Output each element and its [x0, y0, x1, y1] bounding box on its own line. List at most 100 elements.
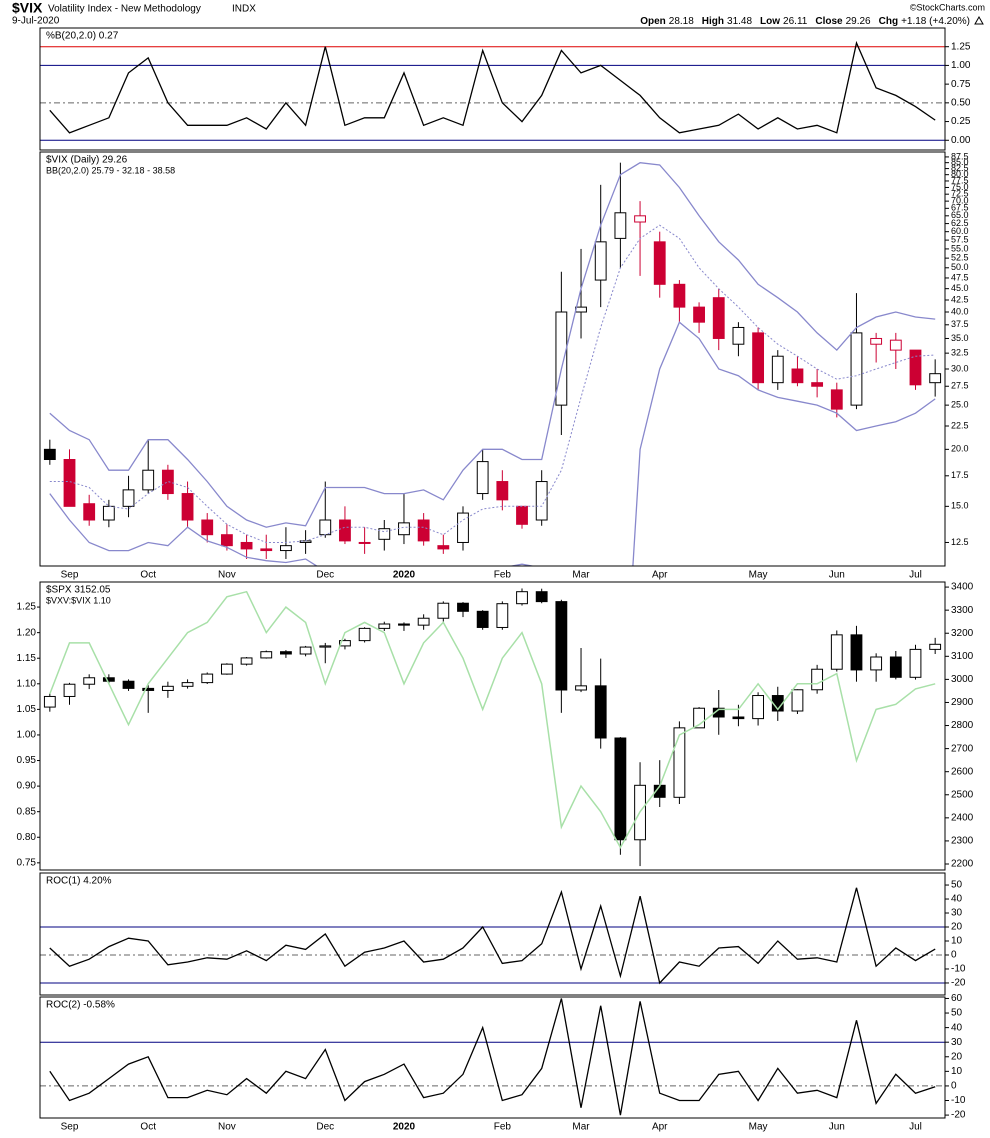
- series-line: [49, 998, 936, 1116]
- y-tick-label: 25.0: [951, 400, 969, 410]
- exchange: INDX: [232, 4, 256, 15]
- y-tick-label: 67.5: [951, 203, 969, 213]
- y-tick-label: 3400: [951, 582, 974, 593]
- y-tick-label: 17.5: [951, 470, 969, 480]
- y-tick-label: 42.5: [951, 294, 969, 304]
- series-line: [49, 40, 936, 134]
- y-tick-label: 50: [951, 1008, 963, 1019]
- candle-body: [299, 646, 312, 655]
- candle-body: [575, 306, 587, 313]
- y-tick-label: 2700: [951, 743, 974, 754]
- x-tick-label: Mar: [572, 1122, 590, 1133]
- y-tick-label: 0.50: [951, 97, 971, 108]
- y-tick-label: 12.5: [951, 537, 969, 547]
- y-tick-label: 62.5: [951, 218, 969, 228]
- symbol: $VIX: [12, 0, 43, 16]
- y-tick-label: 30: [951, 908, 963, 919]
- candle-body: [457, 602, 469, 612]
- x-tick-label: May: [749, 570, 768, 581]
- x-tick-label: Mar: [572, 570, 590, 581]
- y-tick-label: 20: [951, 922, 963, 933]
- candle-body: [398, 522, 410, 536]
- y-tick-label: 60: [951, 993, 963, 1004]
- candle-body: [181, 493, 194, 521]
- candle-body: [889, 656, 902, 678]
- candle-body: [693, 306, 705, 323]
- x-tick-label: Nov: [218, 570, 236, 581]
- y-tick-label: 72.5: [951, 189, 969, 199]
- y-tick-label: 37.5: [951, 319, 969, 329]
- candle-body: [791, 689, 804, 712]
- y-tick-label: 10: [951, 936, 963, 947]
- candle-body: [378, 623, 391, 629]
- candle-body: [240, 657, 253, 665]
- candle-body: [614, 737, 627, 841]
- y-tick-label: 30: [951, 1037, 963, 1048]
- x-tick-label: May: [749, 1122, 768, 1133]
- y2-tick-label: 1.25: [17, 602, 37, 613]
- candle-body: [378, 528, 391, 540]
- candle-body: [201, 519, 214, 536]
- candle-body: [732, 326, 745, 345]
- x-tick-label: 2020: [393, 570, 416, 581]
- quote-value: 29.26: [846, 16, 871, 27]
- y2-tick-label: 0.85: [17, 806, 37, 817]
- y-tick-label: 32.5: [951, 348, 969, 358]
- quote-label: Chg: [879, 16, 898, 27]
- x-tick-label: Dec: [316, 1122, 334, 1133]
- candle-body: [909, 648, 922, 678]
- y-tick-label: 82.5: [951, 163, 969, 173]
- candle-body: [673, 283, 686, 308]
- x-tick-label: 2020: [393, 1122, 416, 1133]
- candle-body: [83, 503, 96, 521]
- candle-body: [43, 695, 56, 708]
- y-tick-label: 2900: [951, 697, 974, 708]
- quote-label: Open: [640, 16, 666, 27]
- candle-body: [929, 373, 942, 384]
- y-tick-label: 20.0: [951, 444, 969, 454]
- candle-body: [476, 610, 489, 628]
- y2-tick-label: 1.10: [17, 678, 37, 689]
- legend-entry: %B(20,2.0) 0.27: [46, 31, 119, 42]
- candle-body: [830, 389, 843, 410]
- candle-body: [870, 337, 883, 345]
- y-tick-label: 22.5: [951, 420, 969, 430]
- candle-body: [142, 687, 155, 691]
- candle-body: [496, 603, 509, 628]
- x-tick-label: Nov: [218, 1122, 236, 1133]
- candle-body: [122, 680, 135, 689]
- y-tick-label: 85.0: [951, 157, 969, 167]
- y-tick-label: 47.5: [951, 272, 969, 282]
- candle-body: [181, 682, 194, 687]
- candle-body: [240, 541, 253, 550]
- legend-entry: $VXV:$VIX 1.10: [46, 595, 111, 605]
- quote-value: 31.48: [727, 16, 752, 27]
- candle-body: [811, 382, 824, 387]
- candle-body: [653, 241, 666, 285]
- candle-body: [693, 707, 705, 729]
- candle-body: [201, 673, 214, 684]
- panel-frame: [39, 27, 946, 151]
- candle-body: [260, 548, 273, 552]
- candle-body: [142, 469, 155, 491]
- candle-body: [476, 461, 489, 495]
- candle-body: [280, 651, 292, 655]
- x-tick-label: Feb: [494, 1122, 512, 1133]
- y-tick-label: 70.0: [951, 196, 969, 206]
- candle-body: [516, 591, 528, 605]
- y-tick-label: 0: [951, 950, 957, 961]
- y-tick-label: -20: [951, 1110, 966, 1121]
- y-tick-label: 80.0: [951, 169, 969, 179]
- y-tick-label: 2800: [951, 720, 974, 731]
- candle-body: [870, 656, 883, 671]
- candle-body: [319, 645, 332, 648]
- quote-value: 28.18: [669, 16, 694, 27]
- bb-upper: [49, 162, 936, 528]
- y-tick-label: 75.0: [951, 182, 969, 192]
- legend-entry: BB(20,2.0) 25.79 - 32.18 - 38.58: [46, 165, 175, 175]
- bb-middle: [49, 224, 936, 543]
- candle-body: [260, 651, 273, 659]
- candle-body: [358, 541, 371, 544]
- series-line: [49, 590, 936, 850]
- y-tick-label: 0.75: [951, 79, 971, 90]
